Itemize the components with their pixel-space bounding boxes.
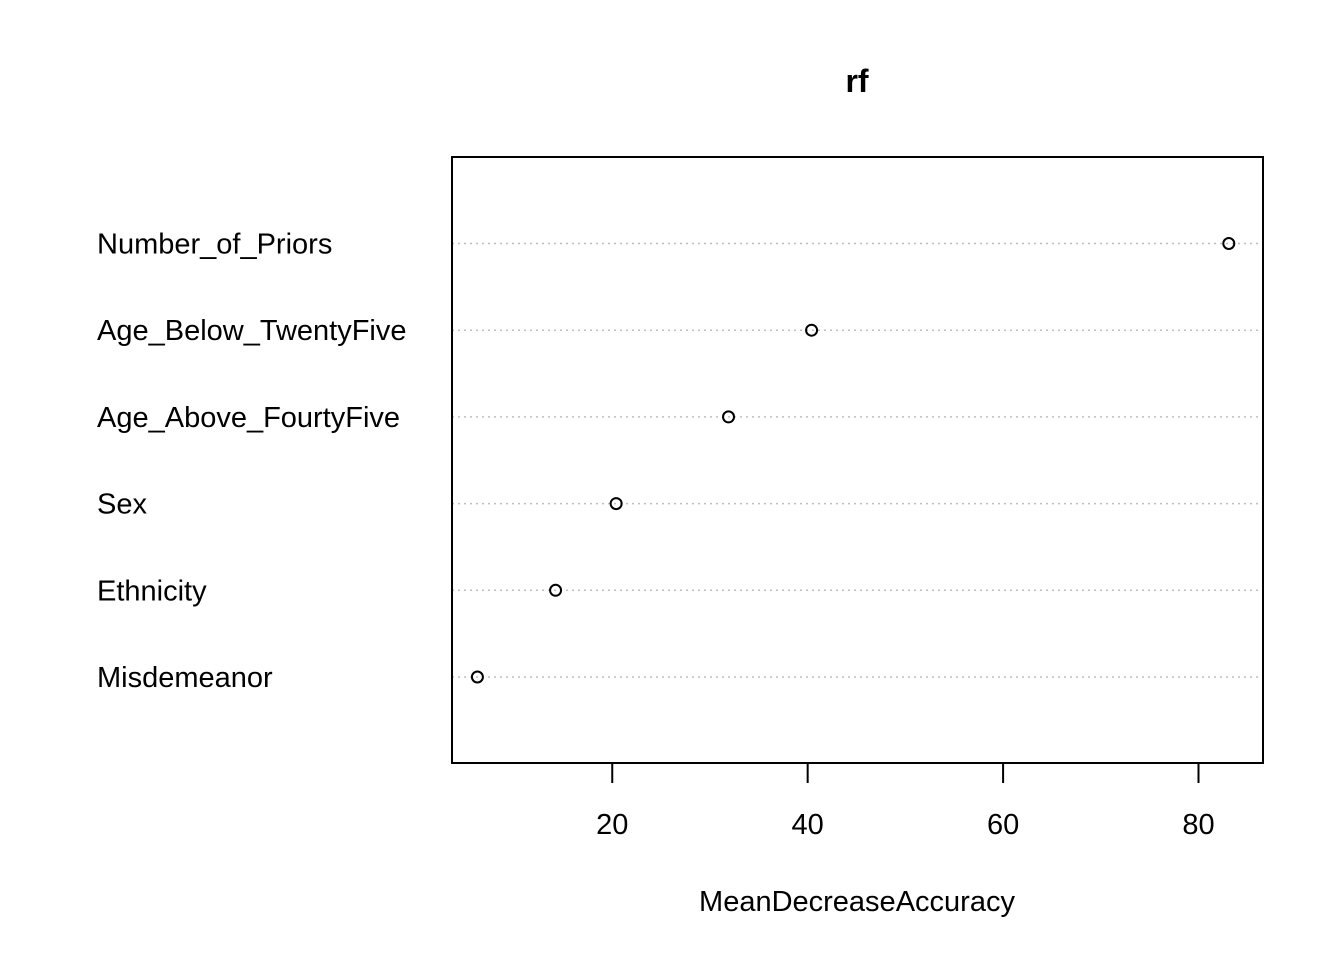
- x-axis: 20 40 60 80: [596, 762, 1215, 841]
- x-tick-label: 20: [596, 809, 628, 841]
- x-tick-label: 40: [792, 809, 824, 841]
- gridlines: [452, 242, 1263, 678]
- data-points: [470, 237, 1236, 684]
- category-label: Age_Below_TwentyFive: [97, 315, 407, 347]
- category-labels: Number_of_Priors Age_Below_TwentyFive Age_…: [97, 229, 407, 695]
- x-axis-title: MeanDecreaseAccuracy: [699, 886, 1015, 918]
- category-label: Ethnicity: [97, 575, 207, 607]
- plot-frame: [451, 156, 1264, 764]
- data-point: [470, 670, 484, 684]
- data-point: [549, 583, 563, 597]
- data-point: [722, 410, 736, 424]
- category-label: Age_Above_FourtyFive: [97, 402, 400, 434]
- x-tick-label: 80: [1182, 809, 1214, 841]
- category-label: Misdemeanor: [97, 662, 273, 694]
- x-tick-label: 60: [987, 809, 1019, 841]
- data-point: [805, 323, 819, 337]
- category-label: Number_of_Priors: [97, 229, 332, 261]
- data-point: [609, 497, 623, 511]
- data-point: [1222, 237, 1236, 250]
- chart-title: rf: [845, 63, 868, 99]
- category-label: Sex: [97, 489, 147, 521]
